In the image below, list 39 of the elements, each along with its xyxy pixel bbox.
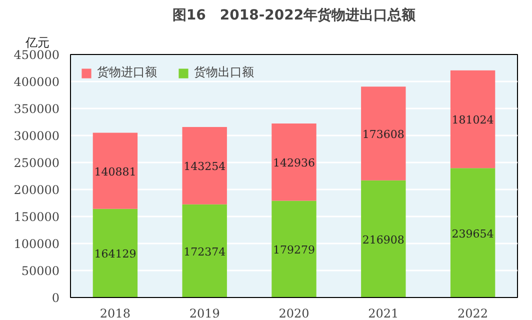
y-tick-label: 300000: [14, 129, 60, 143]
y-tick-label: 250000: [14, 156, 60, 170]
x-tick-label: 2022: [458, 306, 488, 320]
y-tick-label: 400000: [14, 75, 60, 89]
chart-title: 图16 2018-2022年货物进出口总额: [172, 6, 417, 24]
y-tick-label: 150000: [14, 210, 60, 224]
x-tick-label: 2020: [278, 306, 310, 320]
data-label: 143254: [184, 160, 226, 174]
data-label: 181024: [452, 114, 494, 127]
bar: [272, 200, 316, 298]
legend-label: 货物进口额: [97, 64, 157, 81]
data-label: 216908: [362, 233, 404, 246]
bar: [92, 132, 138, 209]
bar: [272, 124, 316, 201]
bar: [182, 127, 227, 204]
x-tick-label: 2018: [100, 306, 130, 320]
y-axis-title: 亿元: [24, 36, 50, 50]
y-tick-label: 0: [52, 291, 60, 305]
legend-label: 货物出口额: [194, 64, 254, 81]
data-label: 239654: [452, 227, 494, 240]
y-tick-label: 100000: [14, 237, 60, 251]
data-label: 172374: [184, 245, 226, 258]
bar: [92, 208, 138, 298]
y-tick-label: 200000: [14, 183, 60, 197]
data-label: 164129: [94, 248, 136, 261]
bar: [361, 180, 406, 298]
x-tick-label: 2021: [368, 306, 399, 320]
y-tick-label: 350000: [14, 102, 60, 116]
data-label: 179279: [273, 244, 316, 257]
data-label: 173608: [362, 128, 404, 141]
y-tick-label: 50000: [21, 264, 60, 278]
x-tick-label: 2019: [189, 306, 220, 320]
y-tick-label: 450000: [14, 48, 60, 62]
data-label: 142936: [273, 156, 316, 170]
bar: [182, 204, 227, 298]
bar: [450, 70, 496, 168]
bar: [361, 86, 406, 180]
data-label: 140881: [94, 165, 136, 178]
bar: [450, 168, 496, 298]
